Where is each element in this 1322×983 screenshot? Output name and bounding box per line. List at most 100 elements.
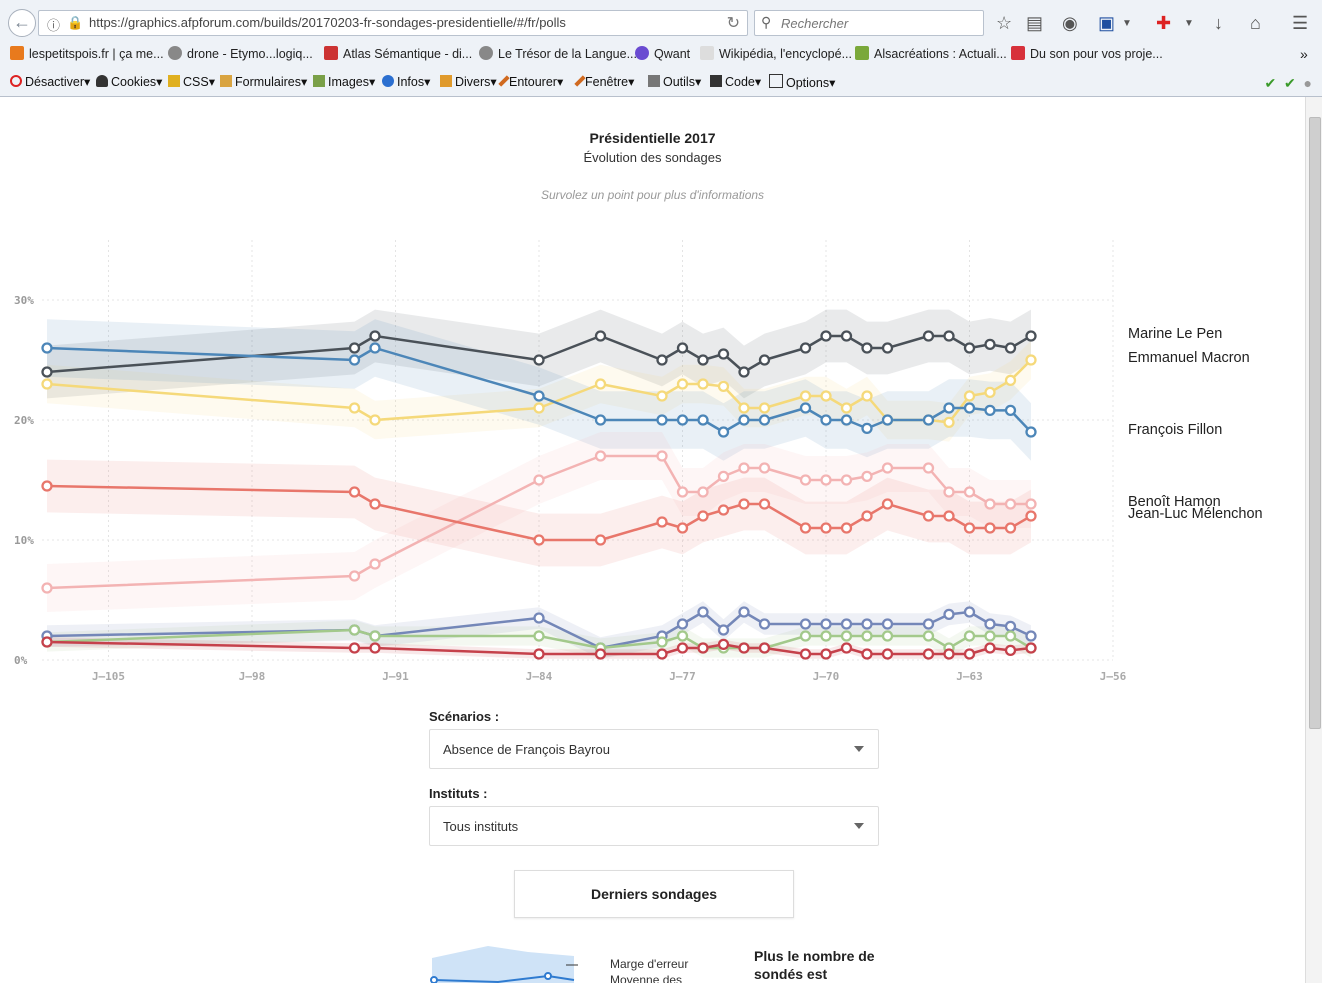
bookmark-item[interactable]: Alsacréations : Actuali...: [855, 46, 1007, 61]
poll-point[interactable]: [717, 348, 730, 360]
poll-point[interactable]: [533, 390, 545, 402]
pocket-icon[interactable]: ◉: [1062, 13, 1078, 33]
poll-point[interactable]: [533, 402, 545, 414]
poll-point[interactable]: [533, 354, 545, 366]
bookmark-item[interactable]: Le Trésor de la Langue...: [479, 46, 637, 61]
poll-point[interactable]: [41, 342, 53, 354]
poll-point[interactable]: [799, 402, 812, 414]
poll-point[interactable]: [1004, 630, 1017, 642]
poll-point[interactable]: [676, 618, 689, 630]
poll-point[interactable]: [861, 342, 873, 354]
poll-point[interactable]: [738, 402, 750, 414]
poll-point[interactable]: [820, 648, 832, 660]
poll-point[interactable]: [41, 582, 53, 594]
poll-point[interactable]: [594, 450, 607, 462]
poll-point[interactable]: [697, 642, 709, 654]
poll-point[interactable]: [881, 648, 894, 660]
poll-point[interactable]: [697, 378, 709, 390]
poll-point[interactable]: [656, 414, 668, 426]
poll-point[interactable]: [943, 510, 955, 522]
poll-point[interactable]: [1004, 342, 1017, 354]
poll-point[interactable]: [758, 354, 771, 366]
poll-point[interactable]: [697, 354, 709, 366]
poll-point[interactable]: [1004, 522, 1017, 534]
poll-point[interactable]: [41, 480, 53, 492]
poll-point[interactable]: [943, 486, 955, 498]
reload-icon[interactable]: ↻: [726, 15, 740, 32]
poll-point[interactable]: [963, 522, 976, 534]
poll-point[interactable]: [799, 342, 812, 354]
poll-point[interactable]: [820, 618, 832, 630]
poll-point[interactable]: [943, 330, 955, 342]
poll-point[interactable]: [881, 498, 894, 510]
poll-point[interactable]: [963, 486, 976, 498]
poll-point[interactable]: [41, 366, 53, 378]
poll-point[interactable]: [656, 516, 668, 528]
poll-point[interactable]: [799, 522, 812, 534]
poll-point[interactable]: [881, 342, 894, 354]
home-icon[interactable]: ⌂: [1250, 13, 1261, 33]
check-icon[interactable]: ✔: [1284, 75, 1296, 91]
poll-point[interactable]: [1004, 498, 1017, 510]
poll-point[interactable]: [943, 608, 955, 621]
poll-point[interactable]: [533, 612, 545, 624]
dev-menu-item[interactable]: Images▾: [313, 74, 375, 89]
dev-menu-item[interactable]: Outils▾: [648, 74, 701, 89]
poll-point[interactable]: [963, 342, 976, 354]
poll-point[interactable]: [1025, 330, 1037, 342]
poll-point[interactable]: [348, 486, 361, 498]
poll-point[interactable]: [1004, 620, 1017, 633]
poll-point[interactable]: [348, 642, 361, 654]
poll-point[interactable]: [963, 630, 976, 642]
poll-point[interactable]: [799, 390, 812, 402]
poll-point[interactable]: [656, 354, 668, 366]
poll-point[interactable]: [676, 642, 689, 654]
poll-point[interactable]: [984, 386, 996, 399]
poll-point[interactable]: [717, 470, 730, 483]
poll-point[interactable]: [922, 510, 935, 522]
poll-point[interactable]: [840, 522, 853, 534]
poll-point[interactable]: [348, 570, 361, 582]
poll-point[interactable]: [1025, 426, 1037, 438]
dev-menu-item[interactable]: Code▾: [710, 74, 761, 89]
poll-point[interactable]: [369, 342, 381, 354]
scenarios-select[interactable]: Absence de François Bayrou: [429, 729, 879, 769]
poll-point[interactable]: [1025, 354, 1037, 366]
poll-point[interactable]: [369, 414, 381, 426]
instituts-select[interactable]: Tous instituts: [429, 806, 879, 846]
chevron-down-icon[interactable]: ▼: [1122, 18, 1132, 29]
poll-point[interactable]: [984, 642, 996, 654]
poll-point[interactable]: [1004, 374, 1017, 387]
url-bar[interactable]: ⓘ 🔒 https://graphics.afpforum.com/builds…: [38, 10, 748, 36]
poll-point[interactable]: [41, 636, 53, 648]
poll-point[interactable]: [717, 504, 730, 516]
series-points[interactable]: [41, 330, 1037, 660]
poll-point[interactable]: [922, 330, 935, 342]
bookmark-item[interactable]: Qwant: [635, 46, 690, 61]
poll-point[interactable]: [840, 402, 853, 414]
poll-point[interactable]: [369, 630, 381, 642]
reading-list-icon[interactable]: ▤: [1026, 13, 1044, 33]
poll-point[interactable]: [738, 462, 750, 474]
bookmark-item[interactable]: Wikipédia, l'encyclopé...: [700, 46, 852, 61]
poll-point[interactable]: [717, 426, 730, 438]
poll-point[interactable]: [881, 618, 894, 630]
chevron-right-icon[interactable]: »: [1300, 46, 1308, 62]
poll-point[interactable]: [922, 618, 935, 630]
poll-point[interactable]: [697, 414, 709, 426]
download-icon[interactable]: ↓: [1214, 13, 1223, 33]
poll-point[interactable]: [594, 534, 607, 546]
poll-point[interactable]: [820, 630, 832, 642]
poll-point[interactable]: [676, 522, 689, 534]
poll-point[interactable]: [820, 522, 832, 534]
poll-point[interactable]: [656, 636, 668, 648]
poll-point[interactable]: [861, 630, 873, 642]
poll-point[interactable]: [676, 378, 689, 390]
poll-point[interactable]: [594, 330, 607, 342]
poll-point[interactable]: [820, 330, 832, 342]
poll-point[interactable]: [348, 402, 361, 414]
poll-point[interactable]: [840, 630, 853, 642]
poll-point[interactable]: [881, 630, 894, 642]
poll-point[interactable]: [861, 510, 873, 522]
save-icon[interactable]: ▣: [1098, 13, 1116, 33]
